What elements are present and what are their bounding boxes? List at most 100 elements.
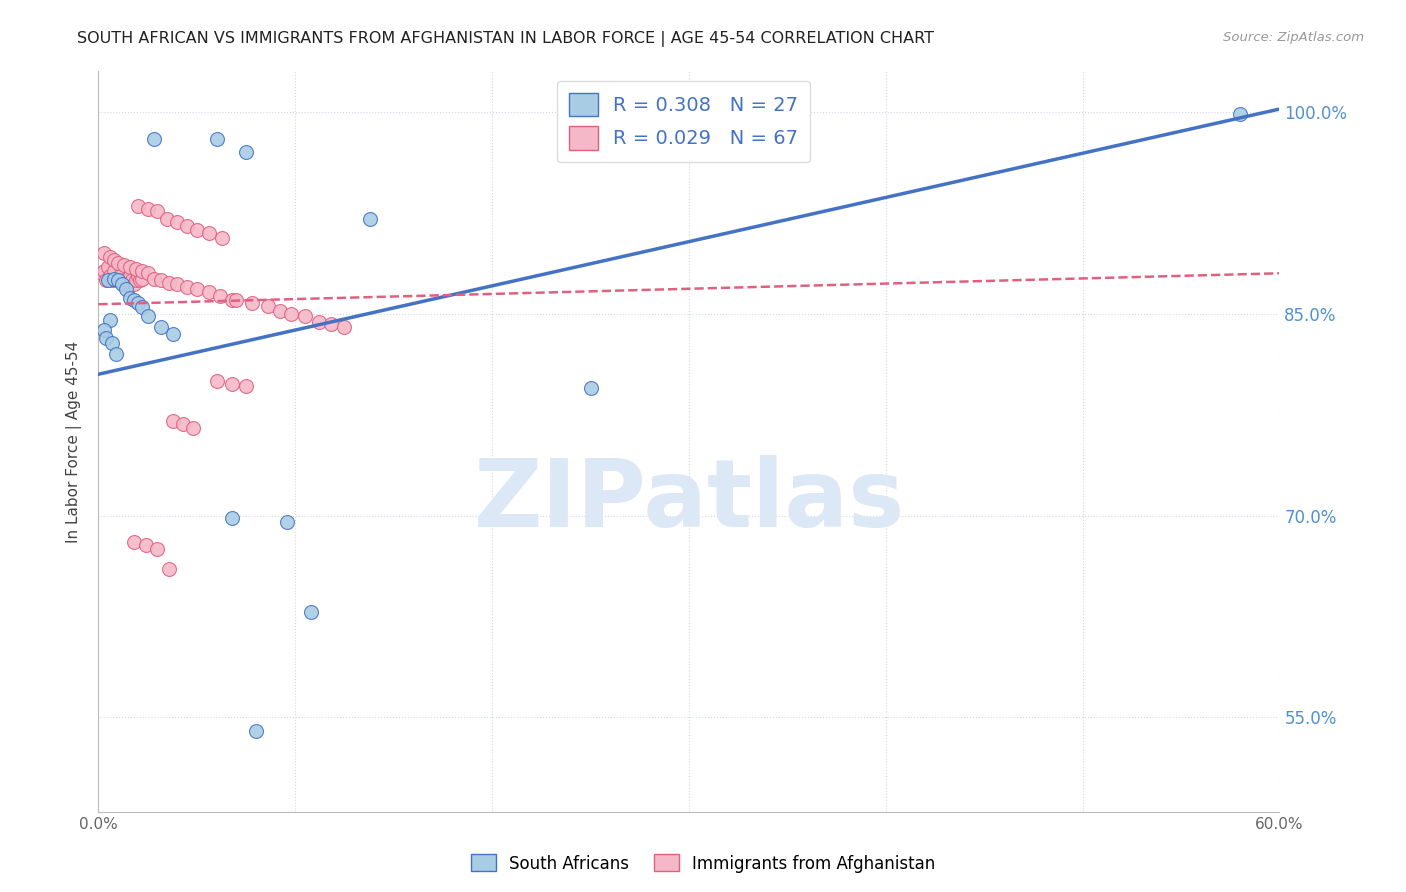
- Y-axis label: In Labor Force | Age 45-54: In Labor Force | Age 45-54: [66, 341, 83, 542]
- Point: [98, 250, 121, 264]
- Point: [235, 379, 257, 393]
- Point: [308, 315, 330, 329]
- Point: [359, 212, 381, 227]
- Point: [131, 263, 153, 277]
- Point: [96, 331, 118, 345]
- Point: [240, 296, 263, 310]
- Point: [211, 231, 233, 245]
- Point: [142, 271, 165, 285]
- Point: [269, 304, 291, 318]
- Point: [1229, 107, 1251, 121]
- Point: [166, 215, 188, 229]
- Legend: South Africans, Immigrants from Afghanistan: South Africans, Immigrants from Afghanis…: [464, 847, 942, 880]
- Point: [256, 299, 278, 313]
- Point: [107, 255, 129, 269]
- Point: [197, 285, 219, 299]
- Point: [103, 263, 125, 277]
- Point: [118, 268, 141, 283]
- Point: [115, 282, 138, 296]
- Point: [225, 293, 247, 308]
- Point: [127, 199, 149, 213]
- Point: [579, 381, 602, 395]
- Point: [96, 273, 118, 287]
- Point: [105, 347, 128, 361]
- Point: [186, 223, 208, 237]
- Point: [186, 282, 208, 296]
- Point: [146, 204, 169, 219]
- Point: [115, 277, 138, 291]
- Point: [150, 320, 173, 334]
- Point: [101, 273, 124, 287]
- Point: [245, 723, 267, 738]
- Point: [122, 293, 145, 308]
- Point: [176, 279, 198, 293]
- Point: [319, 318, 342, 332]
- Point: [117, 273, 139, 287]
- Point: [93, 323, 115, 337]
- Point: [122, 277, 145, 291]
- Point: [93, 263, 115, 277]
- Point: [197, 226, 219, 240]
- Point: [156, 212, 179, 227]
- Point: [112, 273, 135, 287]
- Text: Source: ZipAtlas.com: Source: ZipAtlas.com: [1223, 31, 1364, 45]
- Point: [128, 273, 150, 287]
- Point: [142, 131, 165, 145]
- Point: [127, 268, 149, 283]
- Point: [105, 273, 128, 287]
- Point: [146, 542, 169, 557]
- Point: [294, 310, 316, 324]
- Point: [111, 277, 134, 291]
- Point: [157, 276, 180, 290]
- Point: [276, 516, 298, 530]
- Point: [135, 538, 157, 552]
- Point: [91, 266, 114, 280]
- Point: [108, 268, 131, 283]
- Text: SOUTH AFRICAN VS IMMIGRANTS FROM AFGHANISTAN IN LABOR FORCE | AGE 45-54 CORRELAT: SOUTH AFRICAN VS IMMIGRANTS FROM AFGHANI…: [77, 31, 935, 47]
- Point: [157, 562, 180, 576]
- Point: [131, 300, 153, 314]
- Point: [172, 417, 194, 431]
- Text: ZIPatlas: ZIPatlas: [474, 455, 904, 547]
- Point: [221, 293, 243, 308]
- Point: [136, 202, 159, 216]
- Point: [205, 131, 228, 145]
- Point: [103, 271, 125, 285]
- Point: [150, 273, 173, 287]
- Point: [101, 336, 124, 351]
- Point: [136, 266, 159, 280]
- Point: [98, 313, 121, 327]
- Point: [131, 271, 153, 285]
- Point: [97, 273, 120, 287]
- Point: [235, 145, 257, 160]
- Point: [125, 273, 148, 287]
- Point: [333, 320, 356, 334]
- Point: [107, 271, 129, 285]
- Point: [103, 252, 125, 267]
- Point: [111, 266, 134, 280]
- Point: [166, 277, 188, 291]
- Point: [97, 260, 120, 274]
- Point: [127, 296, 149, 310]
- Point: [118, 260, 141, 274]
- Point: [209, 289, 232, 303]
- Point: [107, 273, 129, 287]
- Point: [299, 606, 322, 620]
- Point: [93, 246, 115, 260]
- Point: [176, 219, 198, 234]
- Point: [125, 262, 148, 277]
- Point: [221, 511, 243, 525]
- Point: [136, 310, 159, 324]
- Point: [221, 376, 243, 391]
- Point: [118, 291, 141, 305]
- Point: [122, 535, 145, 549]
- Point: [162, 414, 184, 428]
- Point: [181, 421, 204, 435]
- Point: [121, 273, 143, 287]
- Point: [205, 374, 228, 388]
- Point: [162, 326, 184, 341]
- Legend: R = 0.308   N = 27, R = 0.029   N = 67: R = 0.308 N = 27, R = 0.029 N = 67: [557, 81, 810, 161]
- Point: [98, 268, 121, 283]
- Point: [280, 307, 302, 321]
- Point: [112, 258, 135, 272]
